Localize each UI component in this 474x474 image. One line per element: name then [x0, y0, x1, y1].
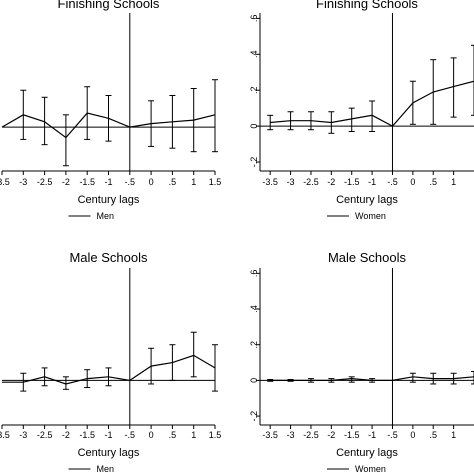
panel-male-women: Male Schools -.20.2.4.6-3.5 -3 -2.5 -2 -1.5-… [249, 250, 474, 474]
x-tick-label: .5 [169, 177, 177, 187]
x-tick-label: -.5 [125, 177, 136, 187]
chart-title: Male Schools [69, 250, 148, 265]
error-bar [471, 370, 474, 385]
x-tick-label: -1 [104, 177, 112, 187]
error-bar [450, 57, 457, 118]
error-bar [348, 376, 355, 383]
x-tick-label: 0 [149, 177, 154, 187]
x-tick-label: 0 [410, 430, 415, 440]
x-tick-label: -2.5 [303, 430, 319, 440]
x-tick-label: 0 [149, 430, 154, 440]
x-tick-label: -1 [368, 430, 376, 440]
x-tick-label: -2.5 [303, 177, 319, 187]
x-tick-label: 1 [191, 177, 196, 187]
x-tick-label: -3 [287, 177, 295, 187]
legend-label: Women [355, 211, 386, 221]
error-bar [190, 331, 197, 378]
series-line [270, 376, 474, 381]
x-tick-label: 1 [451, 177, 456, 187]
y-tick-label: .6 [249, 270, 259, 278]
x-tick-label: -.5 [125, 430, 136, 440]
legend: Women [327, 464, 386, 474]
x-tick-label: -1.5 [344, 177, 360, 187]
x-tick-label: 1 [451, 430, 456, 440]
x-tick-label: -2 [62, 430, 70, 440]
error-bar [348, 107, 355, 132]
error-bar [369, 100, 376, 132]
x-tick-label: .5 [169, 430, 177, 440]
panel-finishing-women: Finishing Schools -.20.2.4.6-3.5 -3 -2.5 -2… [249, 0, 474, 221]
x-axis-label: Century lags [78, 194, 140, 206]
error-bar [212, 79, 218, 153]
x-tick-label: -1.5 [79, 177, 95, 187]
legend-label: Women [355, 464, 386, 474]
chart-title: Male Schools [328, 250, 407, 265]
x-tick-label: 1.5 [209, 430, 222, 440]
error-bar [471, 44, 474, 116]
y-tick-label: .2 [249, 341, 259, 349]
y-tick-label: -.2 [249, 411, 259, 422]
x-tick-label: 1 [191, 430, 196, 440]
x-tick-label: 1.5 [209, 177, 222, 187]
legend: Men [68, 464, 115, 474]
chart-title: Finishing Schools [316, 0, 418, 11]
x-tick-label: -1 [368, 177, 376, 187]
x-tick-label: -3.5 [262, 177, 278, 187]
legend-label: Men [97, 464, 115, 474]
legend: Men [68, 211, 115, 221]
x-tick-label: -1.5 [79, 430, 95, 440]
x-tick-label: -3 [19, 430, 27, 440]
x-tick-label: -3 [287, 430, 295, 440]
error-bar [41, 96, 48, 146]
y-tick-label: .4 [249, 305, 259, 313]
x-tick-label: -2.5 [37, 430, 53, 440]
series-line [270, 80, 474, 127]
panel-male-men: Male Schools -3.5 -3 -2.5 -2 -1.5 -1 -.5 0 .5 1 1.… [0, 250, 221, 474]
y-tick-label: .4 [249, 51, 259, 59]
error-bar [409, 372, 416, 383]
x-tick-label: -1 [104, 430, 112, 440]
x-tick-label: -2 [62, 177, 70, 187]
x-tick-label: -2 [327, 177, 335, 187]
x-tick-label: -3 [19, 177, 27, 187]
chart-title: Finishing Schools [58, 0, 160, 11]
legend: Women [327, 211, 386, 221]
x-tick-label: -.5 [387, 177, 398, 187]
x-tick-label: -3.5 [0, 430, 10, 440]
x-tick-label: 0 [410, 177, 415, 187]
x-tick-label: -3.5 [262, 430, 278, 440]
x-tick-label: .5 [429, 430, 437, 440]
x-tick-label: -2 [327, 430, 335, 440]
y-tick-label: .6 [249, 15, 259, 23]
error-bar [267, 114, 274, 131]
y-tick-label: 0 [249, 124, 259, 129]
x-axis-label: Century lags [78, 447, 140, 459]
series-line [1, 112, 216, 139]
error-bar [267, 379, 274, 382]
x-axis-label: Century lags [336, 447, 398, 459]
y-tick-label: .2 [249, 86, 259, 94]
x-tick-label: .5 [429, 177, 437, 187]
x-tick-label: -1.5 [344, 430, 360, 440]
y-tick-label: 0 [249, 378, 259, 383]
x-tick-label: -2.5 [37, 177, 53, 187]
panel-finishing-men: Finishing Schools -3.5 -3 -2.5 -2 -1.5 -1 -.5 0… [0, 0, 221, 221]
legend-label: Men [97, 211, 115, 221]
x-tick-label: -3.5 [0, 177, 10, 187]
series-line [2, 354, 216, 385]
x-axis-label: Century lags [336, 194, 398, 206]
error-bar [62, 376, 69, 390]
x-tick-label: -.5 [387, 430, 398, 440]
error-bar [62, 114, 69, 167]
error-bar [212, 344, 218, 392]
y-tick-label: -.2 [249, 157, 259, 168]
